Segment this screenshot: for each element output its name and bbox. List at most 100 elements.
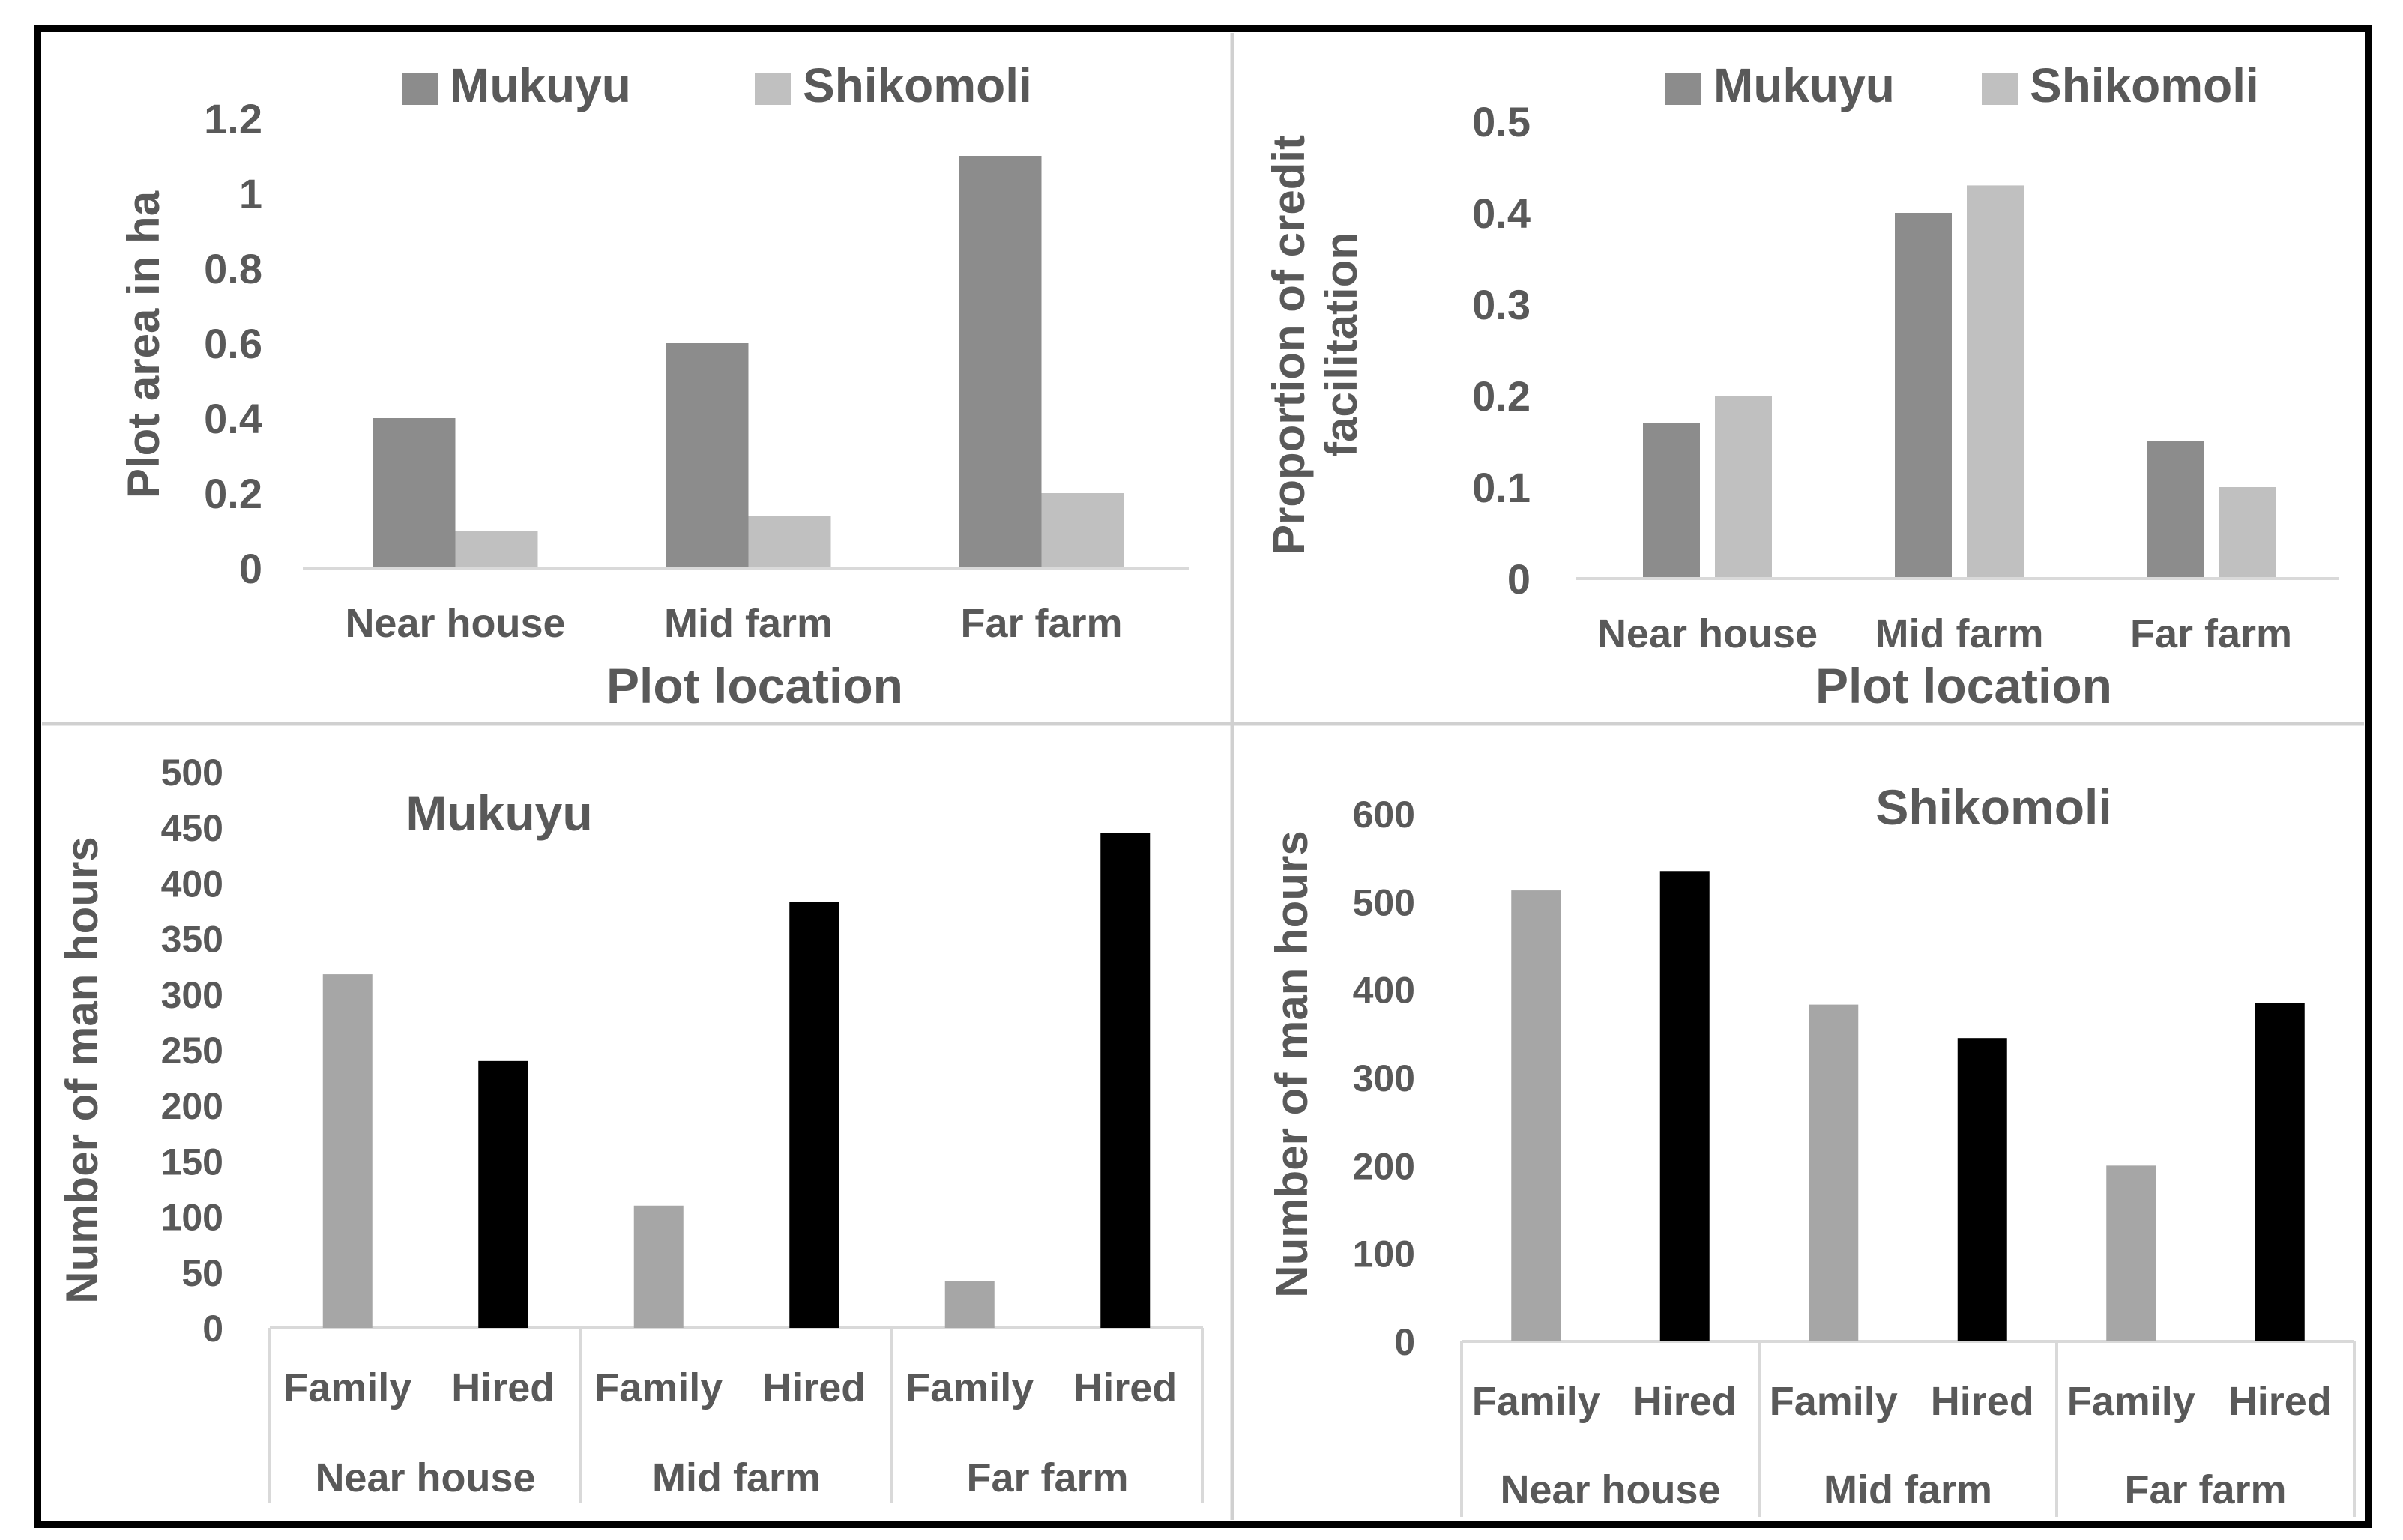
plot-area-chart: Mukuyu Shikomoli Plot area in ha Plot lo… — [118, 58, 1189, 713]
bar-hired-near-house — [1659, 871, 1710, 1341]
bar-hired-mid-farm — [789, 902, 839, 1328]
x-subcategory-label: Hired — [2228, 1379, 2332, 1424]
x-subcategory-label: Family — [594, 1365, 723, 1410]
bar-shikomoli-near-house — [1715, 396, 1772, 579]
y-tick-label: 200 — [161, 1085, 223, 1127]
x-subcategory-label: Family — [905, 1365, 1034, 1410]
x-subcategory-label: Hired — [1073, 1365, 1177, 1410]
legend-label-shikomoli: Shikomoli — [803, 58, 1032, 112]
x-subcategory-label: Family — [2067, 1379, 2195, 1424]
x-axis-categories: Near house Mid farm Far farm — [345, 601, 1122, 646]
bar-family-mid-farm — [1809, 1004, 1859, 1341]
y-axis-title-line-2: facilitation — [1316, 232, 1366, 457]
y-tick-label: 300 — [161, 974, 223, 1016]
x-category-label: Near house — [1597, 612, 1818, 656]
y-tick-label: 0 — [202, 1308, 223, 1350]
bar-mukuyu-near-house — [373, 418, 456, 568]
y-tick-label: 300 — [1353, 1057, 1415, 1099]
bar-mukuyu-far-farm — [959, 156, 1042, 568]
bar-hired-far-farm — [1100, 833, 1151, 1328]
x-subcategory-label: Hired — [451, 1365, 555, 1410]
y-tick-label: 0.1 — [1472, 464, 1531, 511]
bar-shikomoli-far-farm — [2219, 487, 2276, 579]
y-axis-title: Number of man hours — [1267, 830, 1317, 1297]
y-axis-title: Plot area in ha — [118, 190, 169, 498]
y-tick-label: 0.6 — [204, 320, 262, 367]
bar-family-near-house — [322, 974, 373, 1328]
y-tick-label: 50 — [181, 1252, 223, 1294]
y-axis-ticks: 0 0.1 0.2 0.3 0.4 0.5 — [1472, 98, 1531, 603]
y-tick-label: 600 — [1353, 794, 1415, 836]
y-tick-label: 0.4 — [1472, 190, 1531, 237]
bar-family-far-farm — [2106, 1165, 2156, 1341]
x-axis-title: Plot location — [1815, 658, 2112, 713]
y-tick-label: 0 — [1394, 1321, 1415, 1363]
y-tick-label: 100 — [161, 1197, 223, 1239]
y-tick-label: 250 — [161, 1030, 223, 1072]
y-tick-label: 150 — [161, 1141, 223, 1183]
x-category-label: Mid farm — [664, 601, 833, 646]
bars — [268, 833, 1204, 1503]
legend-label-shikomoli: Shikomoli — [2030, 58, 2259, 112]
x-category-label: Far farm — [960, 601, 1122, 646]
credit-facilitation-chart: Mukuyu Shikomoli Proportion of credit fa… — [1264, 58, 2339, 713]
y-tick-label: 200 — [1353, 1145, 1415, 1187]
x-group-label: Near house — [315, 1455, 535, 1500]
x-subcategory-label: Hired — [1931, 1379, 2034, 1424]
legend-swatch-mukuyu — [402, 73, 438, 105]
x-group-label: Mid farm — [652, 1455, 821, 1500]
bar-shikomoli-mid-farm — [1967, 185, 2024, 579]
y-tick-label: 400 — [161, 863, 223, 905]
legend-label-mukuyu: Mukuyu — [1713, 58, 1895, 112]
y-tick-label: 0.2 — [204, 470, 262, 517]
x-group-label: Near house — [1500, 1467, 1720, 1512]
x-axis-categories: Family Hired Near house Family Hired Mid farm… — [283, 1365, 1177, 1500]
x-axis-title: Plot location — [606, 658, 903, 713]
y-axis-ticks: 0 0.2 0.4 0.6 0.8 1 1.2 — [204, 95, 262, 592]
mukuyu-man-hours-chart: Mukuyu Number of man hours 0 50 100 150 200 2… — [57, 752, 1204, 1503]
x-subcategory-label: Family — [283, 1365, 411, 1410]
y-axis-ticks: 0 100 200 300 400 500 600 — [1353, 794, 1415, 1363]
bar-shikomoli-mid-farm — [748, 516, 831, 568]
bars — [1460, 871, 2356, 1517]
y-tick-label: 1 — [239, 170, 262, 217]
y-tick-label: 0.2 — [1472, 372, 1531, 420]
y-tick-label: 400 — [1353, 970, 1415, 1012]
y-axis-title: Proportion of credit facilitation — [1264, 135, 1366, 555]
y-axis-title: Number of man hours — [57, 836, 107, 1303]
y-tick-label: 350 — [161, 919, 223, 961]
x-category-label: Mid farm — [1875, 612, 2043, 656]
shikomoli-man-hours-chart: Shikomoli Number of man hours 0 100 200 300… — [1267, 779, 2356, 1517]
figure-frame — [34, 25, 2372, 1528]
bar-hired-far-farm — [2255, 1003, 2305, 1341]
y-axis-title-line-1: Proportion of credit — [1264, 135, 1314, 555]
y-tick-label: 500 — [161, 752, 223, 794]
bars — [1576, 185, 2339, 580]
y-tick-label: 100 — [1353, 1233, 1415, 1275]
chart-title: Mukuyu — [405, 785, 592, 841]
x-group-label: Far farm — [966, 1455, 1128, 1500]
legend-label-mukuyu: Mukuyu — [450, 58, 631, 112]
y-tick-label: 0.3 — [1472, 281, 1531, 328]
legend: Mukuyu Shikomoli — [402, 58, 1032, 112]
bar-shikomoli-near-house — [455, 531, 538, 568]
bar-family-near-house — [1511, 890, 1561, 1341]
bar-mukuyu-near-house — [1643, 423, 1700, 579]
y-tick-label: 500 — [1353, 881, 1415, 923]
x-subcategory-label: Family — [1472, 1379, 1600, 1424]
legend: Mukuyu Shikomoli — [1665, 58, 2259, 112]
bar-family-far-farm — [944, 1281, 995, 1328]
x-axis-categories: Family Hired Near house Family Hired Mid farm… — [1472, 1379, 2332, 1512]
bar-hired-mid-farm — [1957, 1038, 2007, 1341]
y-tick-label: 0 — [239, 545, 262, 592]
x-subcategory-label: Hired — [762, 1365, 866, 1410]
bars — [303, 156, 1189, 570]
y-tick-label: 0.4 — [204, 395, 262, 442]
legend-swatch-shikomoli — [755, 73, 791, 105]
bar-shikomoli-far-farm — [1041, 493, 1124, 568]
x-group-label: Far farm — [2124, 1467, 2286, 1512]
x-subcategory-label: Family — [1770, 1379, 1898, 1424]
y-tick-label: 0 — [1507, 555, 1531, 603]
y-tick-label: 450 — [161, 807, 223, 849]
bar-mukuyu-mid-farm — [666, 343, 749, 568]
